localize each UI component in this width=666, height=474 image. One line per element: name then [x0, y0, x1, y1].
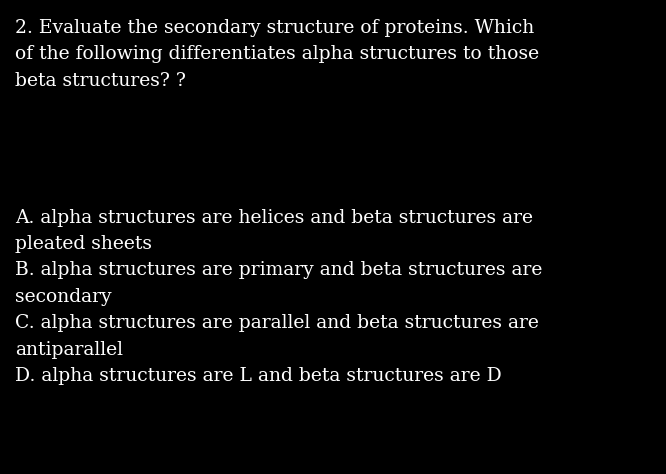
- Text: 2. Evaluate the secondary structure of proteins. Which
of the following differen: 2. Evaluate the secondary structure of p…: [15, 19, 539, 90]
- Text: A. alpha structures are helices and beta structures are
pleated sheets
B. alpha : A. alpha structures are helices and beta…: [15, 209, 542, 385]
